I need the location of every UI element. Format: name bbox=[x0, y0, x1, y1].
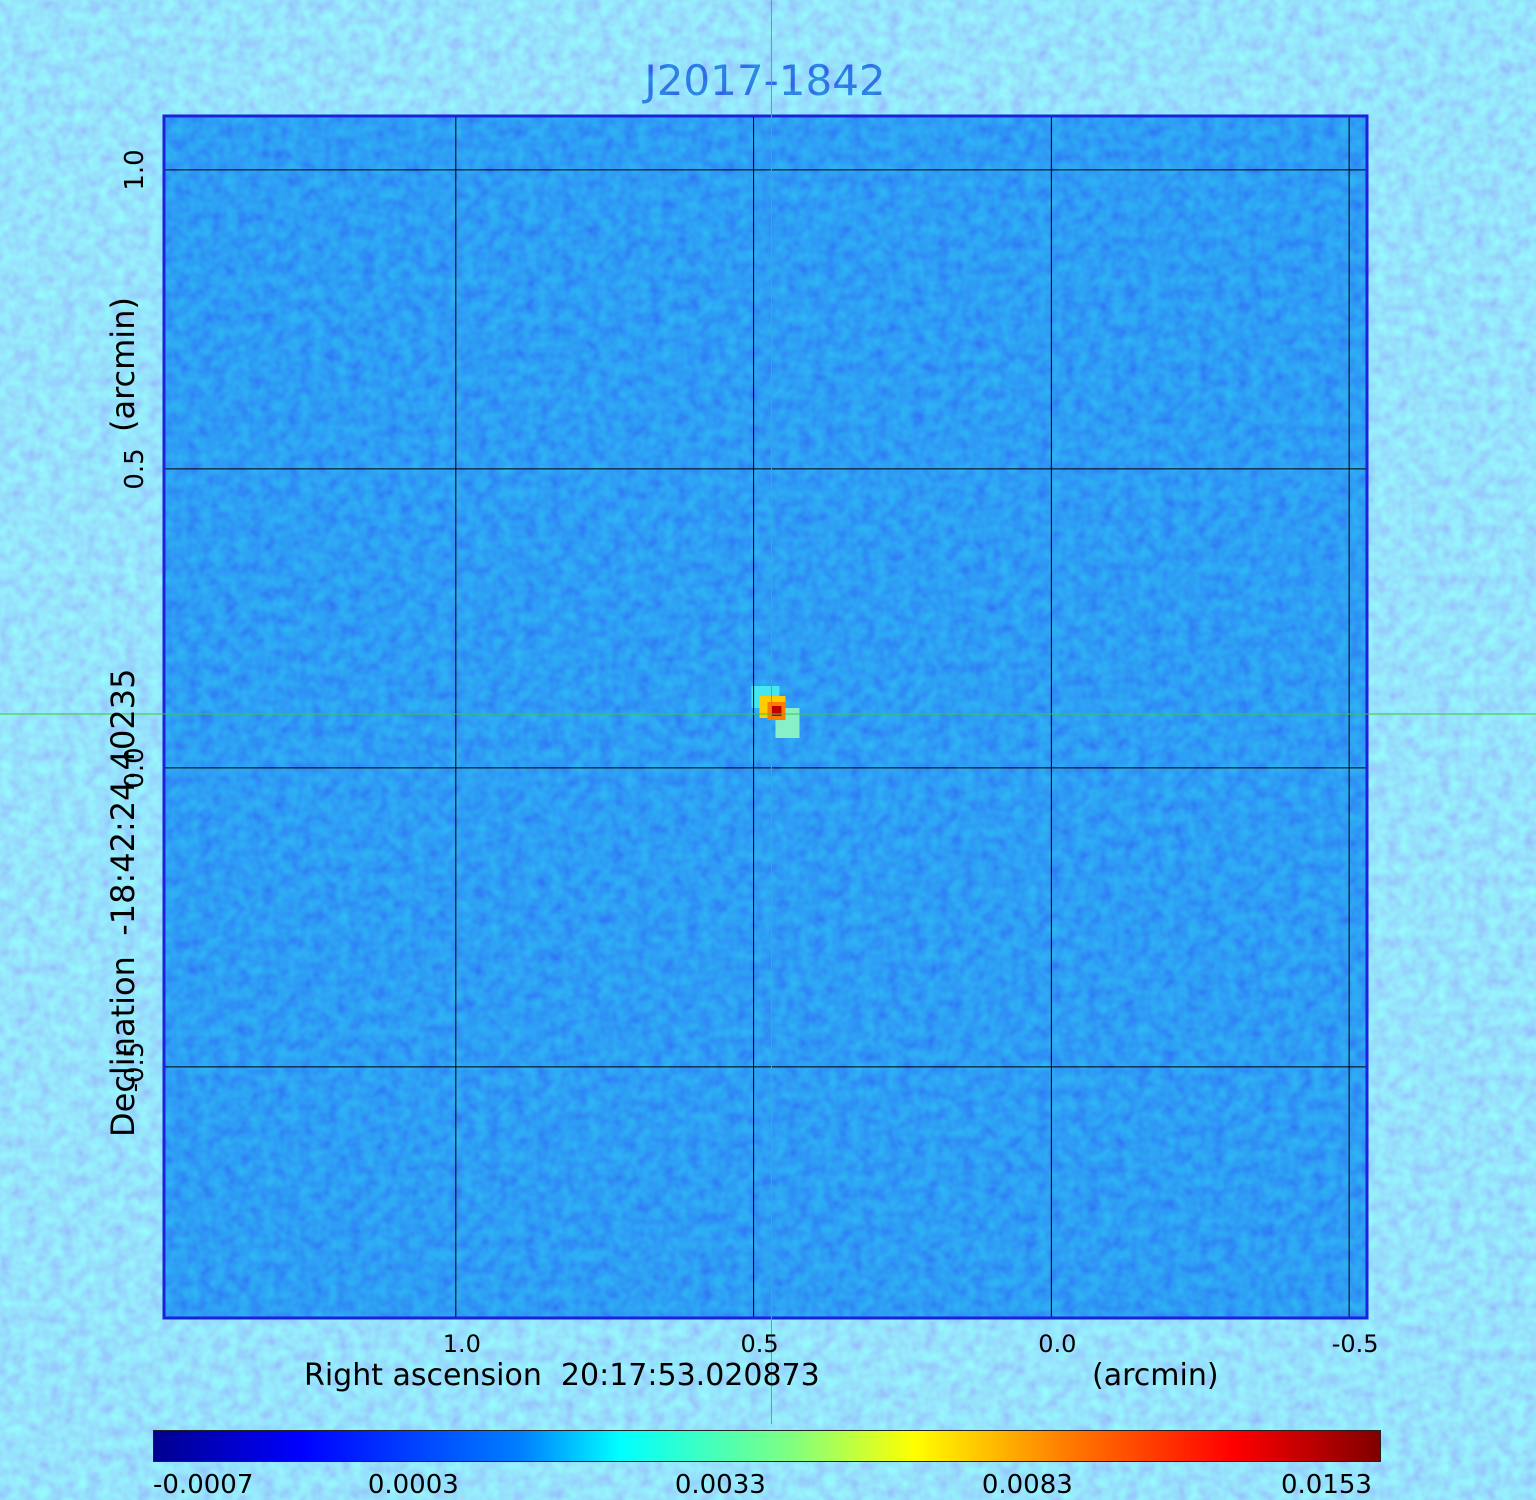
colorbar-tick-label: 0.0003 bbox=[367, 1470, 459, 1500]
heatmap-image bbox=[164, 116, 1367, 1318]
x-tick-label: 1.0 bbox=[442, 1330, 481, 1358]
y-axis-label: Declination -18:42:24.40235 bbox=[104, 668, 142, 1137]
source-pixel bbox=[771, 706, 782, 717]
colorbar-tick-label: 0.0153 bbox=[1281, 1470, 1372, 1500]
coordinate-grid bbox=[164, 116, 1367, 1318]
x-tick-label: -0.5 bbox=[1331, 1330, 1379, 1358]
colorbar-tick-label: -0.0007 bbox=[153, 1470, 254, 1500]
x-axis-unit: (arcmin) bbox=[1092, 1358, 1219, 1393]
y-tick-label: 1.0 bbox=[120, 149, 150, 191]
y-axis-unit: (arcmin) bbox=[104, 297, 142, 432]
colorbar bbox=[153, 1430, 1381, 1462]
y-tick-label: 0.5 bbox=[120, 448, 150, 490]
plot-border bbox=[162, 114, 1369, 1320]
x-tick-label: 0.5 bbox=[740, 1330, 779, 1358]
colorbar-tick-label: 0.0083 bbox=[981, 1470, 1073, 1500]
crosshair bbox=[0, 0, 1536, 1424]
x-tick-label: 0.0 bbox=[1038, 1330, 1077, 1358]
x-axis-label: Right ascension 20:17:53.020873 bbox=[304, 1358, 820, 1393]
colorbar-tick-label: 0.0033 bbox=[674, 1470, 766, 1500]
plot-frame bbox=[162, 114, 1369, 1320]
chart-title: J2017-1842 bbox=[644, 56, 886, 105]
